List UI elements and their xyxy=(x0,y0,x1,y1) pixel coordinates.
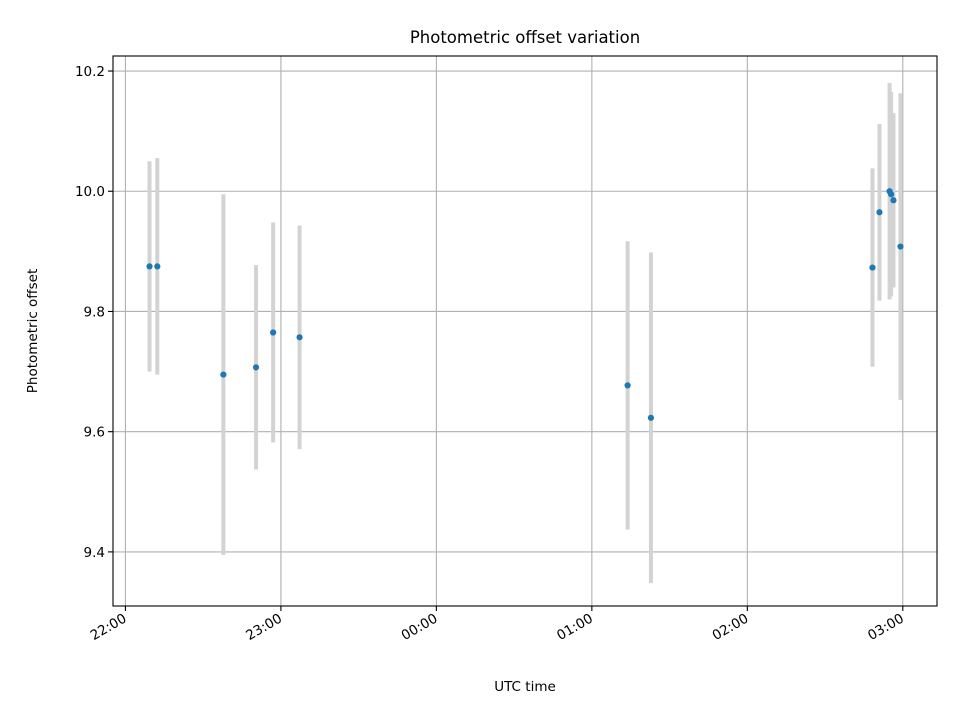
data-point xyxy=(296,334,303,341)
data-point xyxy=(888,191,895,198)
chart-title: Photometric offset variation xyxy=(410,28,640,47)
data-point xyxy=(876,209,883,216)
y-tick-label: 10.2 xyxy=(75,64,105,80)
data-point xyxy=(624,382,631,389)
x-axis-label: UTC time xyxy=(494,679,556,695)
data-point xyxy=(146,263,153,270)
data-point xyxy=(890,197,897,204)
x-tick-label: 01:00 xyxy=(554,611,596,644)
y-tick-label: 9.4 xyxy=(84,545,105,561)
data-point xyxy=(252,364,260,371)
data-point xyxy=(154,263,161,270)
data-points xyxy=(146,188,904,421)
x-tick-label: 02:00 xyxy=(710,611,752,644)
data-point xyxy=(897,243,904,250)
y-tick-label: 9.6 xyxy=(84,425,105,441)
data-point xyxy=(220,371,227,378)
x-tick-label: 00:00 xyxy=(399,611,441,644)
ticks: 9.4 9.6 9.8 10.0 10.2 22:00 23:00 00:00 01:00 02:… xyxy=(75,64,907,644)
data-point xyxy=(869,264,876,271)
x-tick-label: 23:00 xyxy=(243,611,285,644)
data-point xyxy=(647,414,655,421)
y-tick-label: 9.8 xyxy=(84,304,105,320)
grid xyxy=(113,56,937,606)
y-axis-label: Photometric offset xyxy=(25,269,41,393)
plot-frame xyxy=(112,55,938,607)
x-tick-label: 22:00 xyxy=(88,611,130,644)
y-tick-label: 10.0 xyxy=(75,184,105,200)
error-bars xyxy=(147,83,903,584)
x-tick-label: 03:00 xyxy=(865,611,907,644)
data-point xyxy=(270,329,277,336)
